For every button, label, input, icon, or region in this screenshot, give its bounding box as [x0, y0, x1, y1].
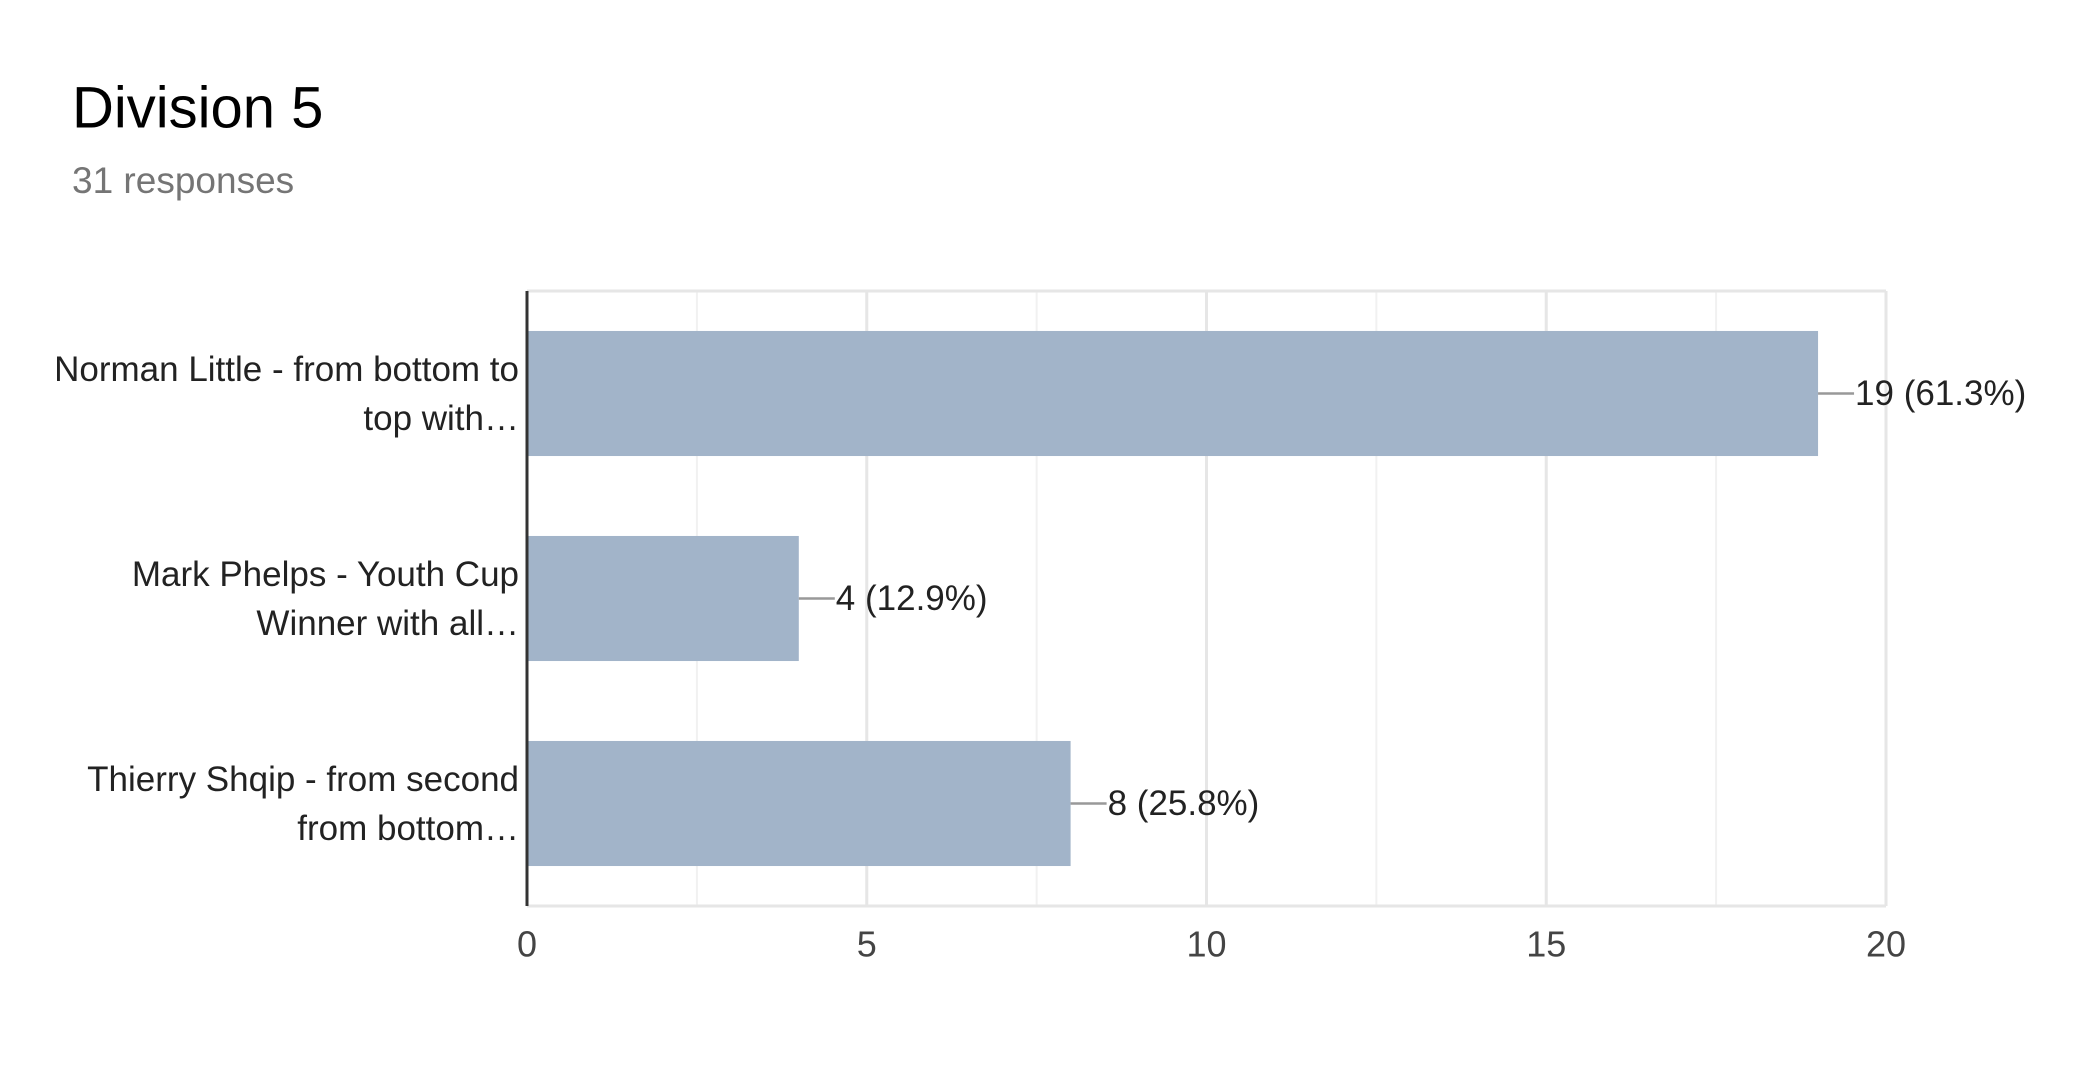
x-tick-label: 15 — [1526, 924, 1566, 965]
y-tick-label: Mark Phelps - Youth Cup Winner with all… — [131, 554, 519, 643]
y-tick-label: Norman Little - from bottom to top with… — [54, 349, 519, 438]
value-label: 8 (25.8%) — [1108, 784, 1260, 823]
bar — [527, 330, 1819, 457]
value-label: 4 (12.9%) — [836, 579, 988, 618]
x-tick-label: 10 — [1186, 924, 1226, 965]
chart-title: Division 5 — [72, 75, 323, 140]
x-tick-label: 0 — [517, 924, 537, 965]
chart-subtitle: 31 responses — [72, 160, 294, 201]
y-tick-label: Thierry Shqip - from second from bottom… — [87, 759, 519, 848]
x-tick-label: 5 — [857, 924, 877, 965]
bar — [527, 740, 1071, 867]
bar — [527, 535, 799, 662]
value-label: 19 (61.3%) — [1855, 374, 2026, 413]
x-tick-label: 20 — [1866, 924, 1906, 965]
